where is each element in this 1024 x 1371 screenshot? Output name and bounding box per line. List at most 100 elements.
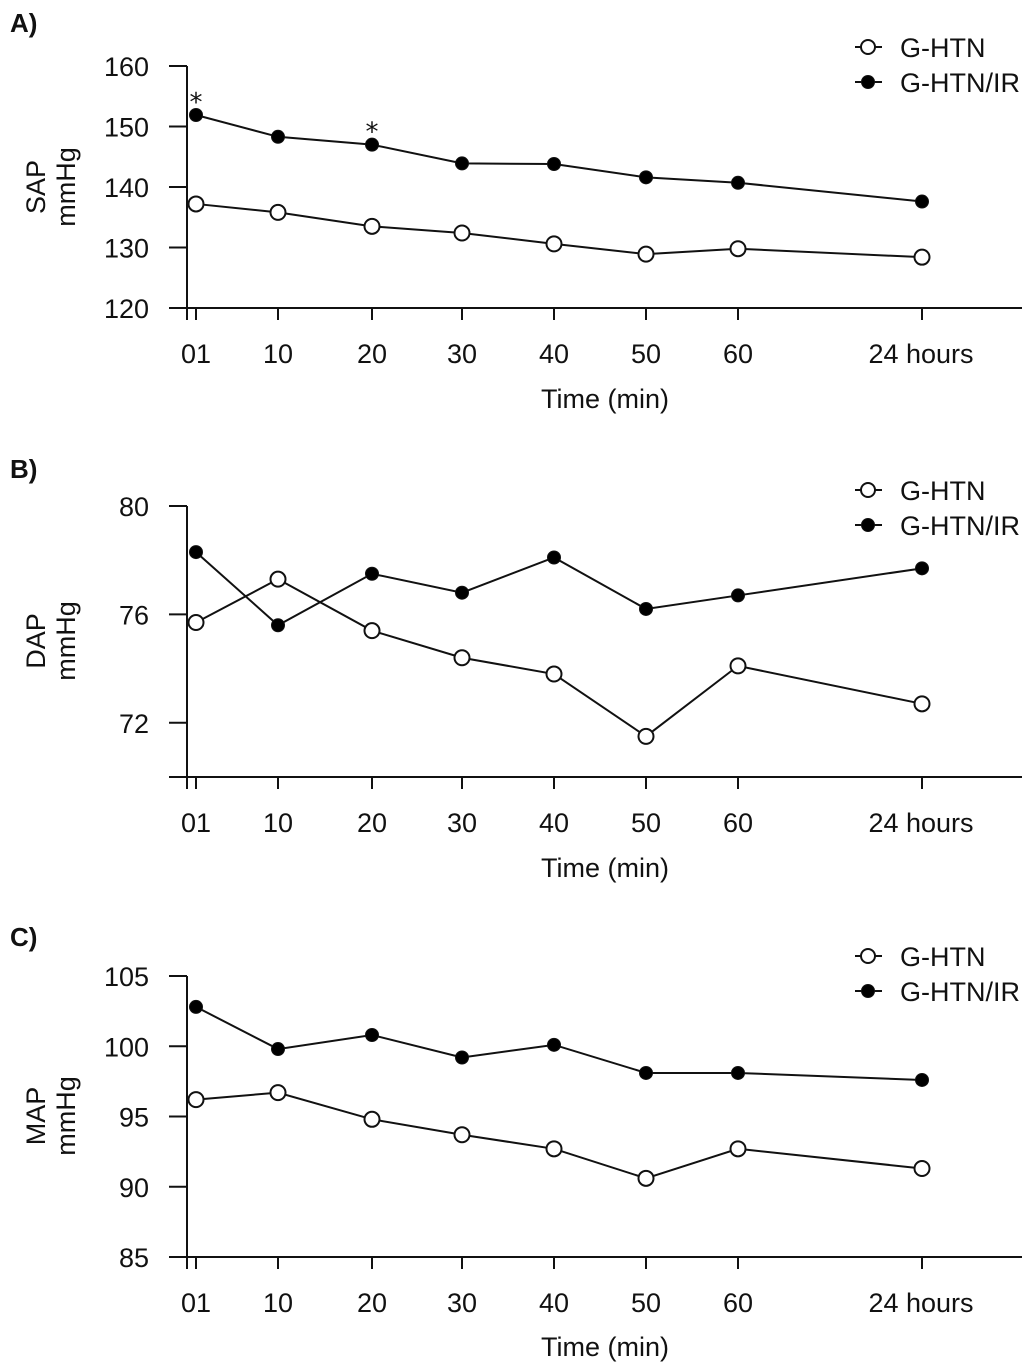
- data-point-open: [729, 657, 747, 675]
- data-point-filled: [365, 137, 379, 152]
- x-tick-label: 24 hours: [868, 808, 973, 838]
- series-g-htn: [187, 195, 931, 266]
- series-g-htn: [187, 570, 931, 745]
- legend: G-HTN G-HTN/IR: [855, 476, 1020, 541]
- data-point-filled: [731, 1065, 745, 1080]
- data-point-open: [187, 1091, 205, 1109]
- data-point-open: [187, 614, 205, 632]
- data-point-filled: [455, 1050, 469, 1065]
- series-g-htn-ir: [189, 108, 929, 209]
- panel-c: C) 85 90 95 100 105 01 10 20 30 40 50 60 24 hours Time…: [10, 922, 1022, 1362]
- data-point-filled: [547, 550, 561, 565]
- legend-label: G-HTN/IR: [900, 977, 1020, 1007]
- legend-label: G-HTN: [900, 942, 985, 972]
- legend-label: G-HTN/IR: [900, 511, 1020, 541]
- data-point-filled: [455, 585, 469, 600]
- series-g-htn-ir: [189, 999, 929, 1087]
- data-point-open: [363, 217, 381, 235]
- y-tick-label: 72: [119, 709, 149, 739]
- x-tick-label: 01: [181, 808, 211, 838]
- data-point-filled: [547, 157, 561, 172]
- data-point-filled: [731, 175, 745, 190]
- data-point-filled: [365, 566, 379, 581]
- data-point-filled: [731, 588, 745, 603]
- series-g-htn: [187, 1084, 931, 1187]
- legend-item: G-HTN/IR: [855, 977, 1020, 1007]
- x-axis-title: Time (min): [541, 384, 669, 414]
- x-tick-label: 20: [357, 808, 387, 838]
- y-axis-title-measure: MAP: [21, 1087, 51, 1146]
- data-point-open: [363, 1110, 381, 1128]
- y-tick-label: 120: [104, 294, 149, 324]
- y-axis-title-measure: SAP: [21, 160, 51, 214]
- data-point-filled: [915, 1072, 929, 1087]
- data-point-open: [545, 665, 563, 683]
- x-tick-label: 20: [357, 339, 387, 369]
- data-point-open: [637, 727, 655, 745]
- x-tick-label: 60: [723, 339, 753, 369]
- x-tick-label: 30: [447, 808, 477, 838]
- legend-item: G-HTN/IR: [855, 68, 1020, 98]
- legend-item: G-HTN/IR: [855, 511, 1020, 541]
- data-point-open: [453, 224, 471, 242]
- y-axis-title: MAP mmHg: [21, 1076, 81, 1156]
- y-axis-title-unit: mmHg: [51, 147, 81, 227]
- data-point-open: [913, 1159, 931, 1177]
- panel-label: A): [10, 8, 37, 38]
- data-point-filled: [547, 1037, 561, 1052]
- x-tick-label: 10: [263, 808, 293, 838]
- legend-marker-filled: [861, 518, 875, 532]
- panel-label: C): [10, 922, 37, 952]
- y-axis-title-unit: mmHg: [51, 601, 81, 681]
- y-axis-title-unit: mmHg: [51, 1076, 81, 1156]
- x-tick-label: 50: [631, 1288, 661, 1318]
- legend-label: G-HTN/IR: [900, 68, 1020, 98]
- y-tick-label: 140: [104, 173, 149, 203]
- legend-item: G-HTN: [855, 33, 985, 63]
- data-point-open: [269, 203, 287, 221]
- x-tick-label: 30: [447, 339, 477, 369]
- x-tick-label: 30: [447, 1288, 477, 1318]
- legend-label: G-HTN: [900, 476, 985, 506]
- panel-a: A) 120 130 140 150 160 01 10 20 30 40 50 60 24 hours T…: [10, 8, 1022, 414]
- y-tick-label: 95: [119, 1103, 149, 1133]
- series-line: [195, 114, 923, 203]
- data-point-filled: [189, 999, 203, 1014]
- data-point-open: [187, 195, 205, 213]
- significance-asterisk: *: [190, 88, 203, 118]
- significance-asterisk: *: [366, 118, 379, 148]
- x-tick-label: 50: [631, 808, 661, 838]
- series-line: [195, 202, 923, 259]
- x-tick-label: 24 hours: [868, 1288, 973, 1318]
- data-point-filled: [639, 1065, 653, 1080]
- data-point-filled: [455, 156, 469, 171]
- legend: G-HTN G-HTN/IR: [855, 33, 1020, 98]
- y-tick-label: 150: [104, 113, 149, 143]
- x-tick-label: 50: [631, 339, 661, 369]
- legend-marker-filled: [861, 984, 875, 998]
- data-point-filled: [639, 601, 653, 616]
- y-tick-label: 80: [119, 492, 149, 522]
- y-tick-label: 130: [104, 234, 149, 264]
- data-point-filled: [271, 1042, 285, 1057]
- data-point-filled: [365, 1028, 379, 1043]
- series-g-htn-ir: [189, 545, 929, 633]
- data-point-open: [269, 1084, 287, 1102]
- x-tick-label: 01: [181, 1288, 211, 1318]
- x-axis-title: Time (min): [541, 853, 669, 883]
- series-line: [195, 551, 923, 627]
- y-tick-label: 160: [104, 52, 149, 82]
- y-tick-label: 100: [104, 1032, 149, 1062]
- y-axis-title: SAP mmHg: [21, 147, 81, 227]
- x-tick-label: 10: [263, 1288, 293, 1318]
- y-tick-label: 90: [119, 1173, 149, 1203]
- data-point-open: [269, 570, 287, 588]
- x-tick-label: 20: [357, 1288, 387, 1318]
- data-point-filled: [639, 170, 653, 185]
- data-point-open: [453, 649, 471, 667]
- x-tick-label: 40: [539, 808, 569, 838]
- x-tick-label: 01: [181, 339, 211, 369]
- x-tick-label: 40: [539, 1288, 569, 1318]
- y-axis-title-measure: DAP: [21, 613, 51, 669]
